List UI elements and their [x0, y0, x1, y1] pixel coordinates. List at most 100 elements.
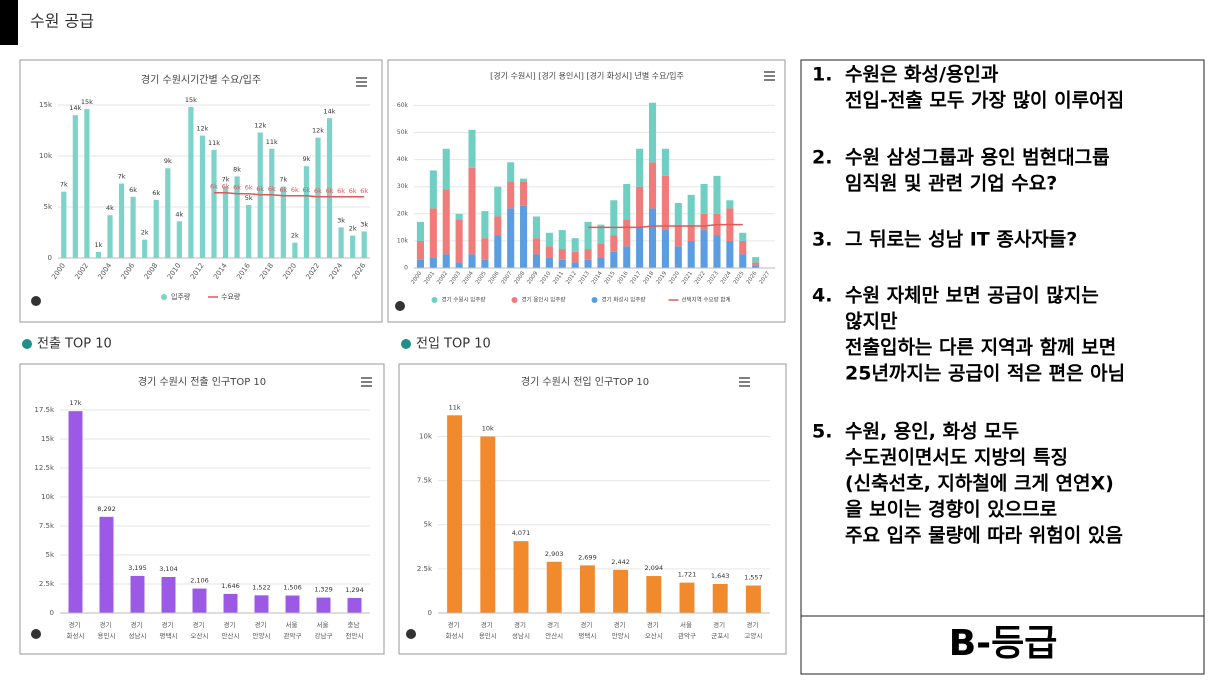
data-label: 7k [279, 176, 287, 184]
data-label: 6k [279, 186, 287, 194]
bar [455, 262, 463, 268]
bar [107, 215, 113, 258]
x-tick-label: 경기 화성시 [446, 620, 464, 640]
data-label: 4k [106, 204, 114, 212]
x-tick-label: 경기 평택시 [160, 620, 178, 640]
data-label: 8,292 [97, 505, 116, 513]
bar [545, 246, 553, 258]
bar [468, 167, 476, 255]
data-label: 6k [129, 186, 137, 194]
bar [61, 191, 67, 258]
bar [442, 254, 450, 268]
data-label: 1,329 [314, 586, 333, 594]
data-label: 12k [254, 122, 266, 130]
data-label: 2,699 [578, 553, 597, 561]
note-line: 주요 입주 물량에 따라 위험이 있음 [845, 525, 1123, 547]
bar [636, 227, 644, 268]
bar [211, 149, 217, 258]
bar [648, 162, 657, 209]
x-tick-label: 경기 군포시 [711, 620, 729, 640]
bar [674, 246, 682, 268]
note-line: 전출입하는 다른 지역과 함께 보면 [845, 337, 1116, 359]
legend-label: 경기 수원시 입주량 [442, 296, 486, 304]
bar [713, 235, 721, 268]
y-tick-label: 0 [48, 254, 52, 262]
data-label: 4,071 [512, 529, 531, 537]
y-tick-label: 10k [419, 432, 433, 440]
bar [520, 181, 528, 206]
data-label: 2,903 [545, 550, 564, 558]
menu-icon[interactable] [764, 71, 775, 81]
x-tick-label: 서울 관악구 [284, 620, 302, 640]
y-tick-label: 60k [397, 102, 409, 109]
bar [429, 170, 437, 209]
bar [442, 148, 450, 190]
legend-label: 입주량 [171, 293, 191, 301]
bar [520, 178, 528, 182]
bar [246, 204, 252, 258]
menu-icon[interactable] [356, 77, 367, 87]
page-title: 수원 공급 [30, 12, 94, 31]
bar [636, 148, 644, 187]
x-tick-label: 경기 화성시 [67, 620, 85, 640]
bar [674, 224, 682, 247]
bar [571, 238, 579, 252]
data-label: 1,506 [283, 584, 302, 592]
legend-label: 수요량 [221, 293, 241, 301]
note-line: 그 뒤로는 성남 IT 종사자들? [845, 229, 1077, 251]
x-tick-label: 경기 평택시 [578, 620, 596, 640]
bar [579, 565, 595, 613]
data-label: 11k [208, 139, 220, 147]
bar [700, 184, 708, 214]
bar [648, 208, 657, 268]
bar [752, 262, 760, 266]
data-label: 14k [69, 104, 81, 112]
note-line: 임직원 및 관련 기업 수요? [845, 173, 1057, 195]
bar [661, 230, 669, 268]
chart-title: [경기 수원시] [경기 용인시] [경기 화성시] 년별 수요/입주 [490, 71, 684, 81]
bar [72, 115, 78, 258]
grade-box [800, 615, 1205, 675]
y-tick-label: 10k [397, 237, 409, 244]
menu-icon[interactable] [361, 377, 372, 387]
x-tick-label: 경기 안산시 [545, 620, 563, 640]
y-tick-label: 7.5k [39, 522, 55, 530]
data-label: 6k [152, 189, 160, 197]
x-tick-label: 경기 용인시 [479, 620, 497, 640]
y-tick-label: 5k [45, 551, 54, 559]
menu-icon[interactable] [739, 377, 750, 387]
bar [416, 221, 424, 241]
bar [176, 221, 182, 258]
y-tick-label: 10k [39, 152, 53, 160]
bar [429, 257, 437, 268]
bar [303, 166, 310, 258]
data-label: 1k [94, 241, 102, 249]
y-tick-label: 50k [397, 129, 409, 136]
bar [752, 265, 760, 268]
data-label: 1,646 [221, 582, 240, 590]
y-tick-label: 40k [397, 156, 409, 163]
bar [165, 168, 171, 258]
bar [726, 240, 734, 268]
data-label: 2k [291, 232, 299, 240]
note-number: 2. [812, 147, 832, 169]
header-bar [0, 0, 18, 45]
bar [361, 231, 367, 258]
x-tick-label: 경기 안양시 [612, 620, 630, 640]
data-label: 7k [222, 176, 230, 184]
bar [153, 199, 159, 258]
legend-label: 선택지역 수요량 합계 [682, 296, 731, 304]
data-label: 1,721 [678, 571, 697, 579]
bar [597, 243, 605, 258]
grade: B-등급 [949, 623, 1058, 664]
bar [192, 588, 207, 613]
data-label: 6k [233, 184, 241, 192]
chart-title: 경기 수원시 전출 인구TOP 10 [138, 375, 266, 388]
bar [254, 595, 269, 613]
data-label: 7k [118, 173, 126, 181]
bar [648, 102, 657, 163]
x-tick-label: 경기 성남시 [512, 620, 530, 640]
bar [636, 186, 644, 228]
data-label: 12k [196, 125, 208, 133]
